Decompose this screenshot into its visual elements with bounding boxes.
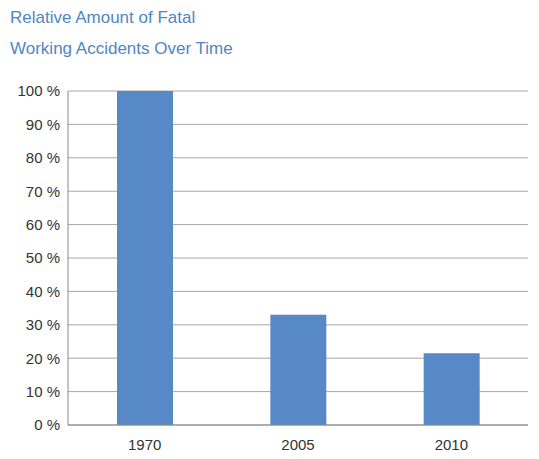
svg-text:50 %: 50 % [26, 249, 60, 266]
svg-text:1970: 1970 [128, 436, 161, 453]
svg-text:70 %: 70 % [26, 183, 60, 200]
svg-text:2005: 2005 [281, 436, 314, 453]
svg-text:90 %: 90 % [26, 116, 60, 133]
svg-text:80 %: 80 % [26, 149, 60, 166]
svg-text:100 %: 100 % [17, 82, 60, 99]
svg-text:0 %: 0 % [34, 416, 60, 433]
svg-text:2010: 2010 [435, 436, 468, 453]
svg-text:30 %: 30 % [26, 316, 60, 333]
svg-text:10 %: 10 % [26, 383, 60, 400]
svg-text:20 %: 20 % [26, 350, 60, 367]
svg-text:40 %: 40 % [26, 283, 60, 300]
svg-text:60 %: 60 % [26, 216, 60, 233]
html-text:Relative Amount of Fatal Worki: Relative Amount of Fatal Working Acciden… [10, 8, 233, 58]
